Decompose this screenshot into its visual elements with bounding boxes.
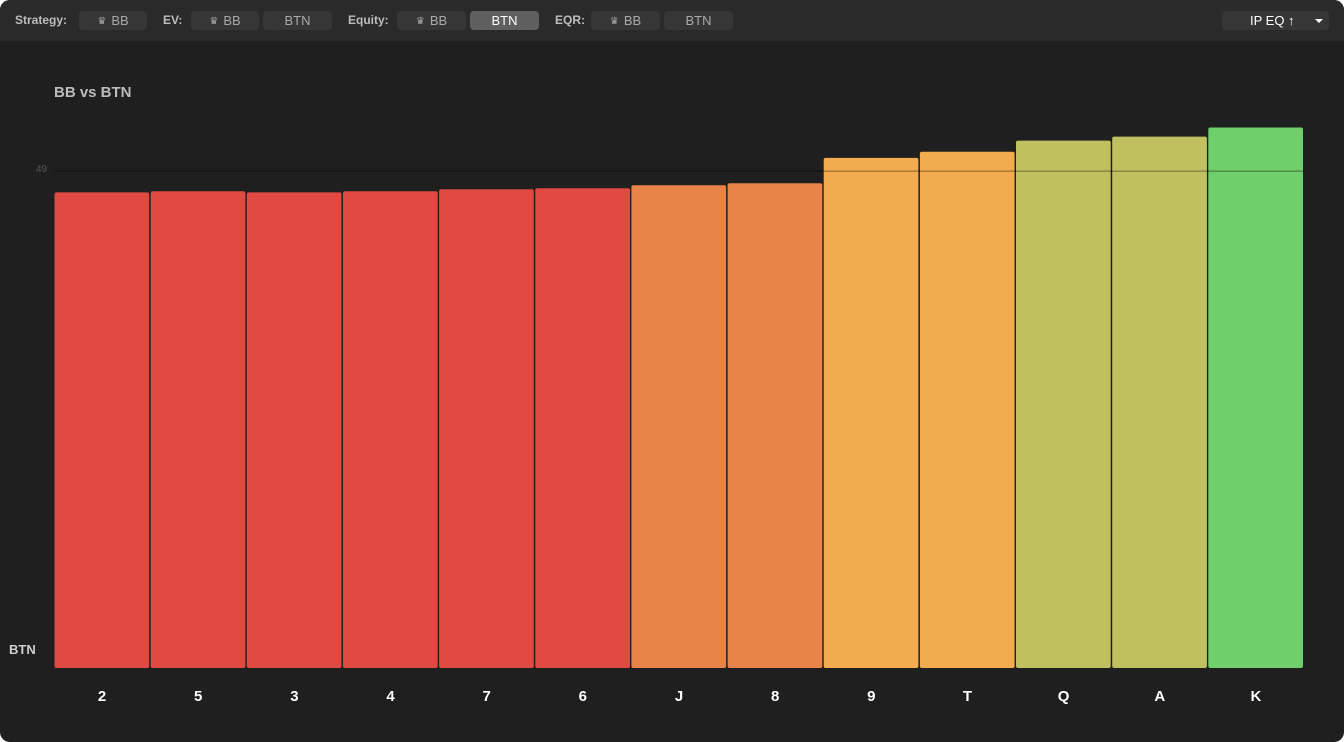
chart-title: BB vs BTN bbox=[54, 84, 132, 101]
bar-2[interactable] bbox=[54, 192, 150, 668]
x-tick-label: 4 bbox=[386, 688, 395, 705]
x-tick-label: A bbox=[1154, 688, 1165, 705]
crown-icon: ♛ bbox=[415, 16, 425, 27]
eqr-btn-button[interactable]: BTN bbox=[664, 11, 733, 30]
ev-bb-label: BB bbox=[223, 13, 241, 28]
y-axis-label: BTN bbox=[9, 642, 36, 657]
ev-btn-button[interactable]: BTN bbox=[263, 11, 332, 30]
strategy-bb-label: BB bbox=[111, 13, 129, 28]
bar-Q[interactable] bbox=[1016, 140, 1111, 669]
x-tick-label: 9 bbox=[867, 688, 875, 705]
bar-K[interactable] bbox=[1208, 127, 1303, 669]
x-tick-label: T bbox=[963, 688, 972, 705]
equity-bb-button[interactable]: ♛ BB bbox=[397, 11, 466, 30]
x-tick-label: Q bbox=[1058, 688, 1070, 705]
eqr-btn-label: BTN bbox=[685, 13, 712, 28]
eqr-bb-label: BB bbox=[623, 13, 642, 28]
x-tick-label: 3 bbox=[290, 688, 298, 705]
x-tick-label: 6 bbox=[579, 688, 587, 705]
x-tick-label: J bbox=[675, 688, 683, 705]
ev-btn-label: BTN bbox=[284, 13, 311, 28]
ev-bb-button[interactable]: ♛ BB bbox=[191, 11, 259, 30]
bar-6[interactable] bbox=[535, 188, 630, 669]
equity-label: Equity: bbox=[348, 13, 389, 27]
bar-4[interactable] bbox=[343, 191, 438, 669]
crown-icon: ♛ bbox=[209, 16, 219, 27]
bar-A[interactable] bbox=[1112, 136, 1207, 669]
x-tick-label: 5 bbox=[194, 688, 202, 705]
sort-label: IP EQ ↑ bbox=[1250, 13, 1295, 28]
reference-line-label: 49 bbox=[36, 164, 48, 175]
crown-icon: ♛ bbox=[97, 16, 107, 27]
strategy-label: Strategy: bbox=[15, 13, 68, 27]
bar-5[interactable] bbox=[150, 191, 246, 669]
x-tick-label: 7 bbox=[483, 688, 491, 705]
bar-9[interactable] bbox=[823, 157, 919, 668]
bar-T[interactable] bbox=[919, 151, 1015, 669]
bar-3[interactable] bbox=[246, 192, 342, 668]
bar-8[interactable] bbox=[727, 183, 823, 668]
x-tick-label: 2 bbox=[98, 688, 106, 705]
eqr-label: EQR: bbox=[555, 13, 585, 27]
ev-label: EV: bbox=[163, 13, 183, 27]
equity-bb-label: BB bbox=[429, 13, 448, 28]
x-tick-label: K bbox=[1250, 688, 1261, 705]
bar-7[interactable] bbox=[439, 189, 534, 669]
equity-btn-label: BTN bbox=[491, 13, 518, 28]
equity-btn-button[interactable]: BTN bbox=[470, 11, 539, 30]
sort-dropdown[interactable]: IP EQ ↑ bbox=[1222, 11, 1329, 30]
eqr-bb-button[interactable]: ♛ BB bbox=[591, 11, 660, 30]
toolbar: Strategy: ♛ BB EV: ♛ BB BTN Equity: ♛ BB BT… bbox=[0, 0, 1344, 41]
x-tick-label: 8 bbox=[771, 688, 779, 705]
crown-icon: ♛ bbox=[609, 16, 619, 27]
strategy-bb-button[interactable]: ♛ BB bbox=[79, 11, 147, 30]
chevron-down-icon bbox=[1315, 19, 1323, 23]
bar-J[interactable] bbox=[631, 185, 727, 669]
